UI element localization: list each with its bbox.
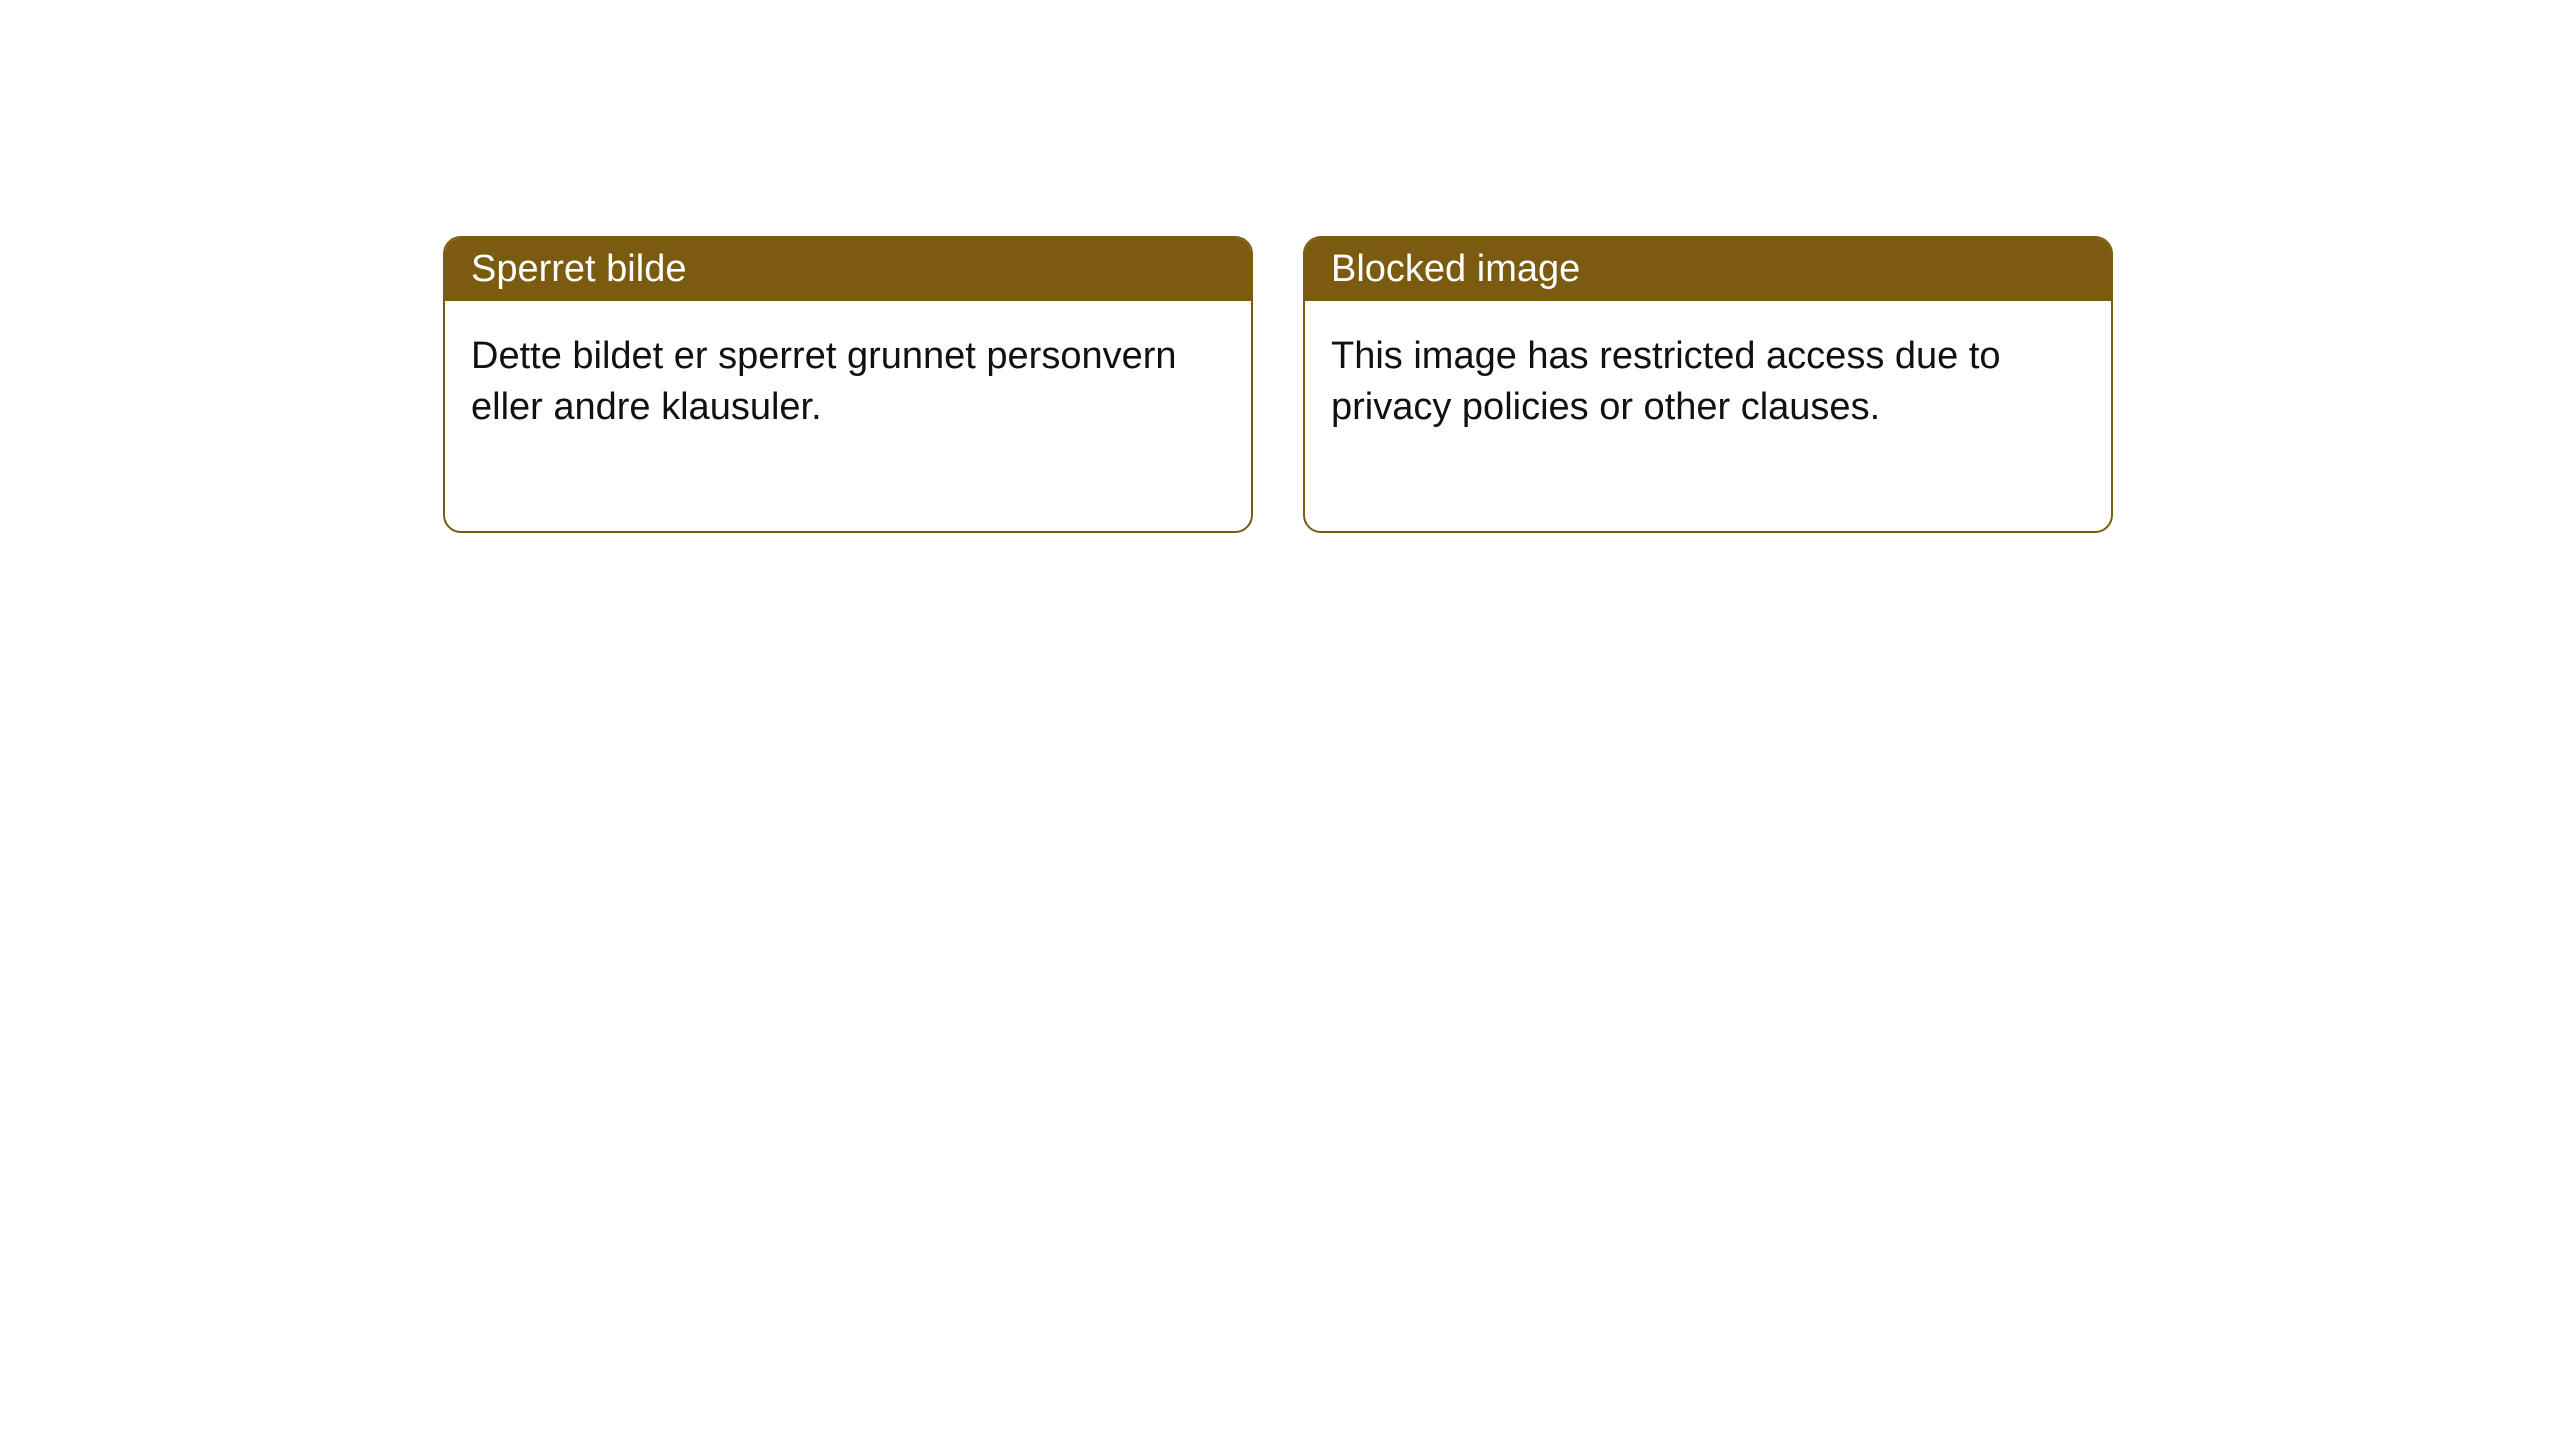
notice-card-english: Blocked image This image has restricted … [1303,236,2113,533]
notice-container: Sperret bilde Dette bildet er sperret gr… [0,0,2560,533]
notice-body-norwegian: Dette bildet er sperret grunnet personve… [445,301,1251,531]
notice-card-norwegian: Sperret bilde Dette bildet er sperret gr… [443,236,1253,533]
notice-title-english: Blocked image [1305,238,2111,301]
notice-body-english: This image has restricted access due to … [1305,301,2111,531]
notice-title-norwegian: Sperret bilde [445,238,1251,301]
